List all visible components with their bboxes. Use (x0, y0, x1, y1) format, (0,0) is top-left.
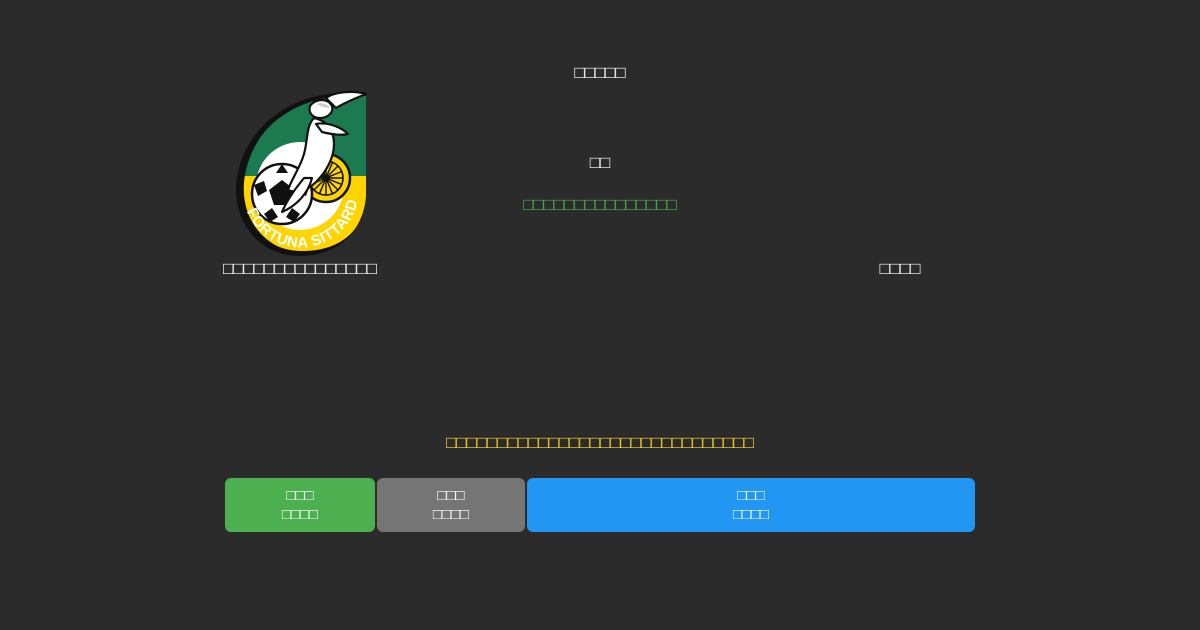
bet-home-button-line2: □□□□ (281, 506, 319, 523)
score-status-block: □□ □□□□□□□□□□□□□□□ (400, 150, 800, 217)
bet-draw-button-line2: □□□□ (432, 506, 470, 523)
away-team-block[interactable]: □□□□ (750, 90, 1050, 290)
betting-prompt: □□□□□□□□□□□□□□□□□□□□□□□□□□□□□□ (445, 433, 755, 452)
match-score: □□ (589, 153, 611, 172)
fortuna-sittard-crest-icon: FORTUNA SITTARD (150, 90, 450, 258)
home-team-block[interactable]: FORTUNA SITTARD □□□□□□□□□□□□□□□ (150, 90, 450, 290)
away-team-name: □□□□ (879, 259, 921, 278)
teams-row: FORTUNA SITTARD □□□□□□□□□□□□□□□ □□□□ (0, 90, 1200, 290)
bet-home-button-line1: □□□ (286, 487, 314, 504)
home-team-name: □□□□□□□□□□□□□□□ (222, 259, 378, 278)
bet-away-button-line1: □□□ (737, 487, 765, 504)
bet-home-button[interactable]: □□□ □□□□ (225, 478, 375, 532)
match-header-title: □□□□□ (574, 63, 626, 82)
match-status: □□□□□□□□□□□□□□□ (522, 195, 678, 214)
bet-away-button-line2: □□□□ (732, 506, 770, 523)
bet-away-button[interactable]: □□□ □□□□ (527, 478, 975, 532)
bet-draw-button-line1: □□□ (437, 487, 465, 504)
bet-button-bar: □□□ □□□□ □□□ □□□□ □□□ □□□□ (225, 478, 975, 532)
bet-draw-button[interactable]: □□□ □□□□ (377, 478, 525, 532)
